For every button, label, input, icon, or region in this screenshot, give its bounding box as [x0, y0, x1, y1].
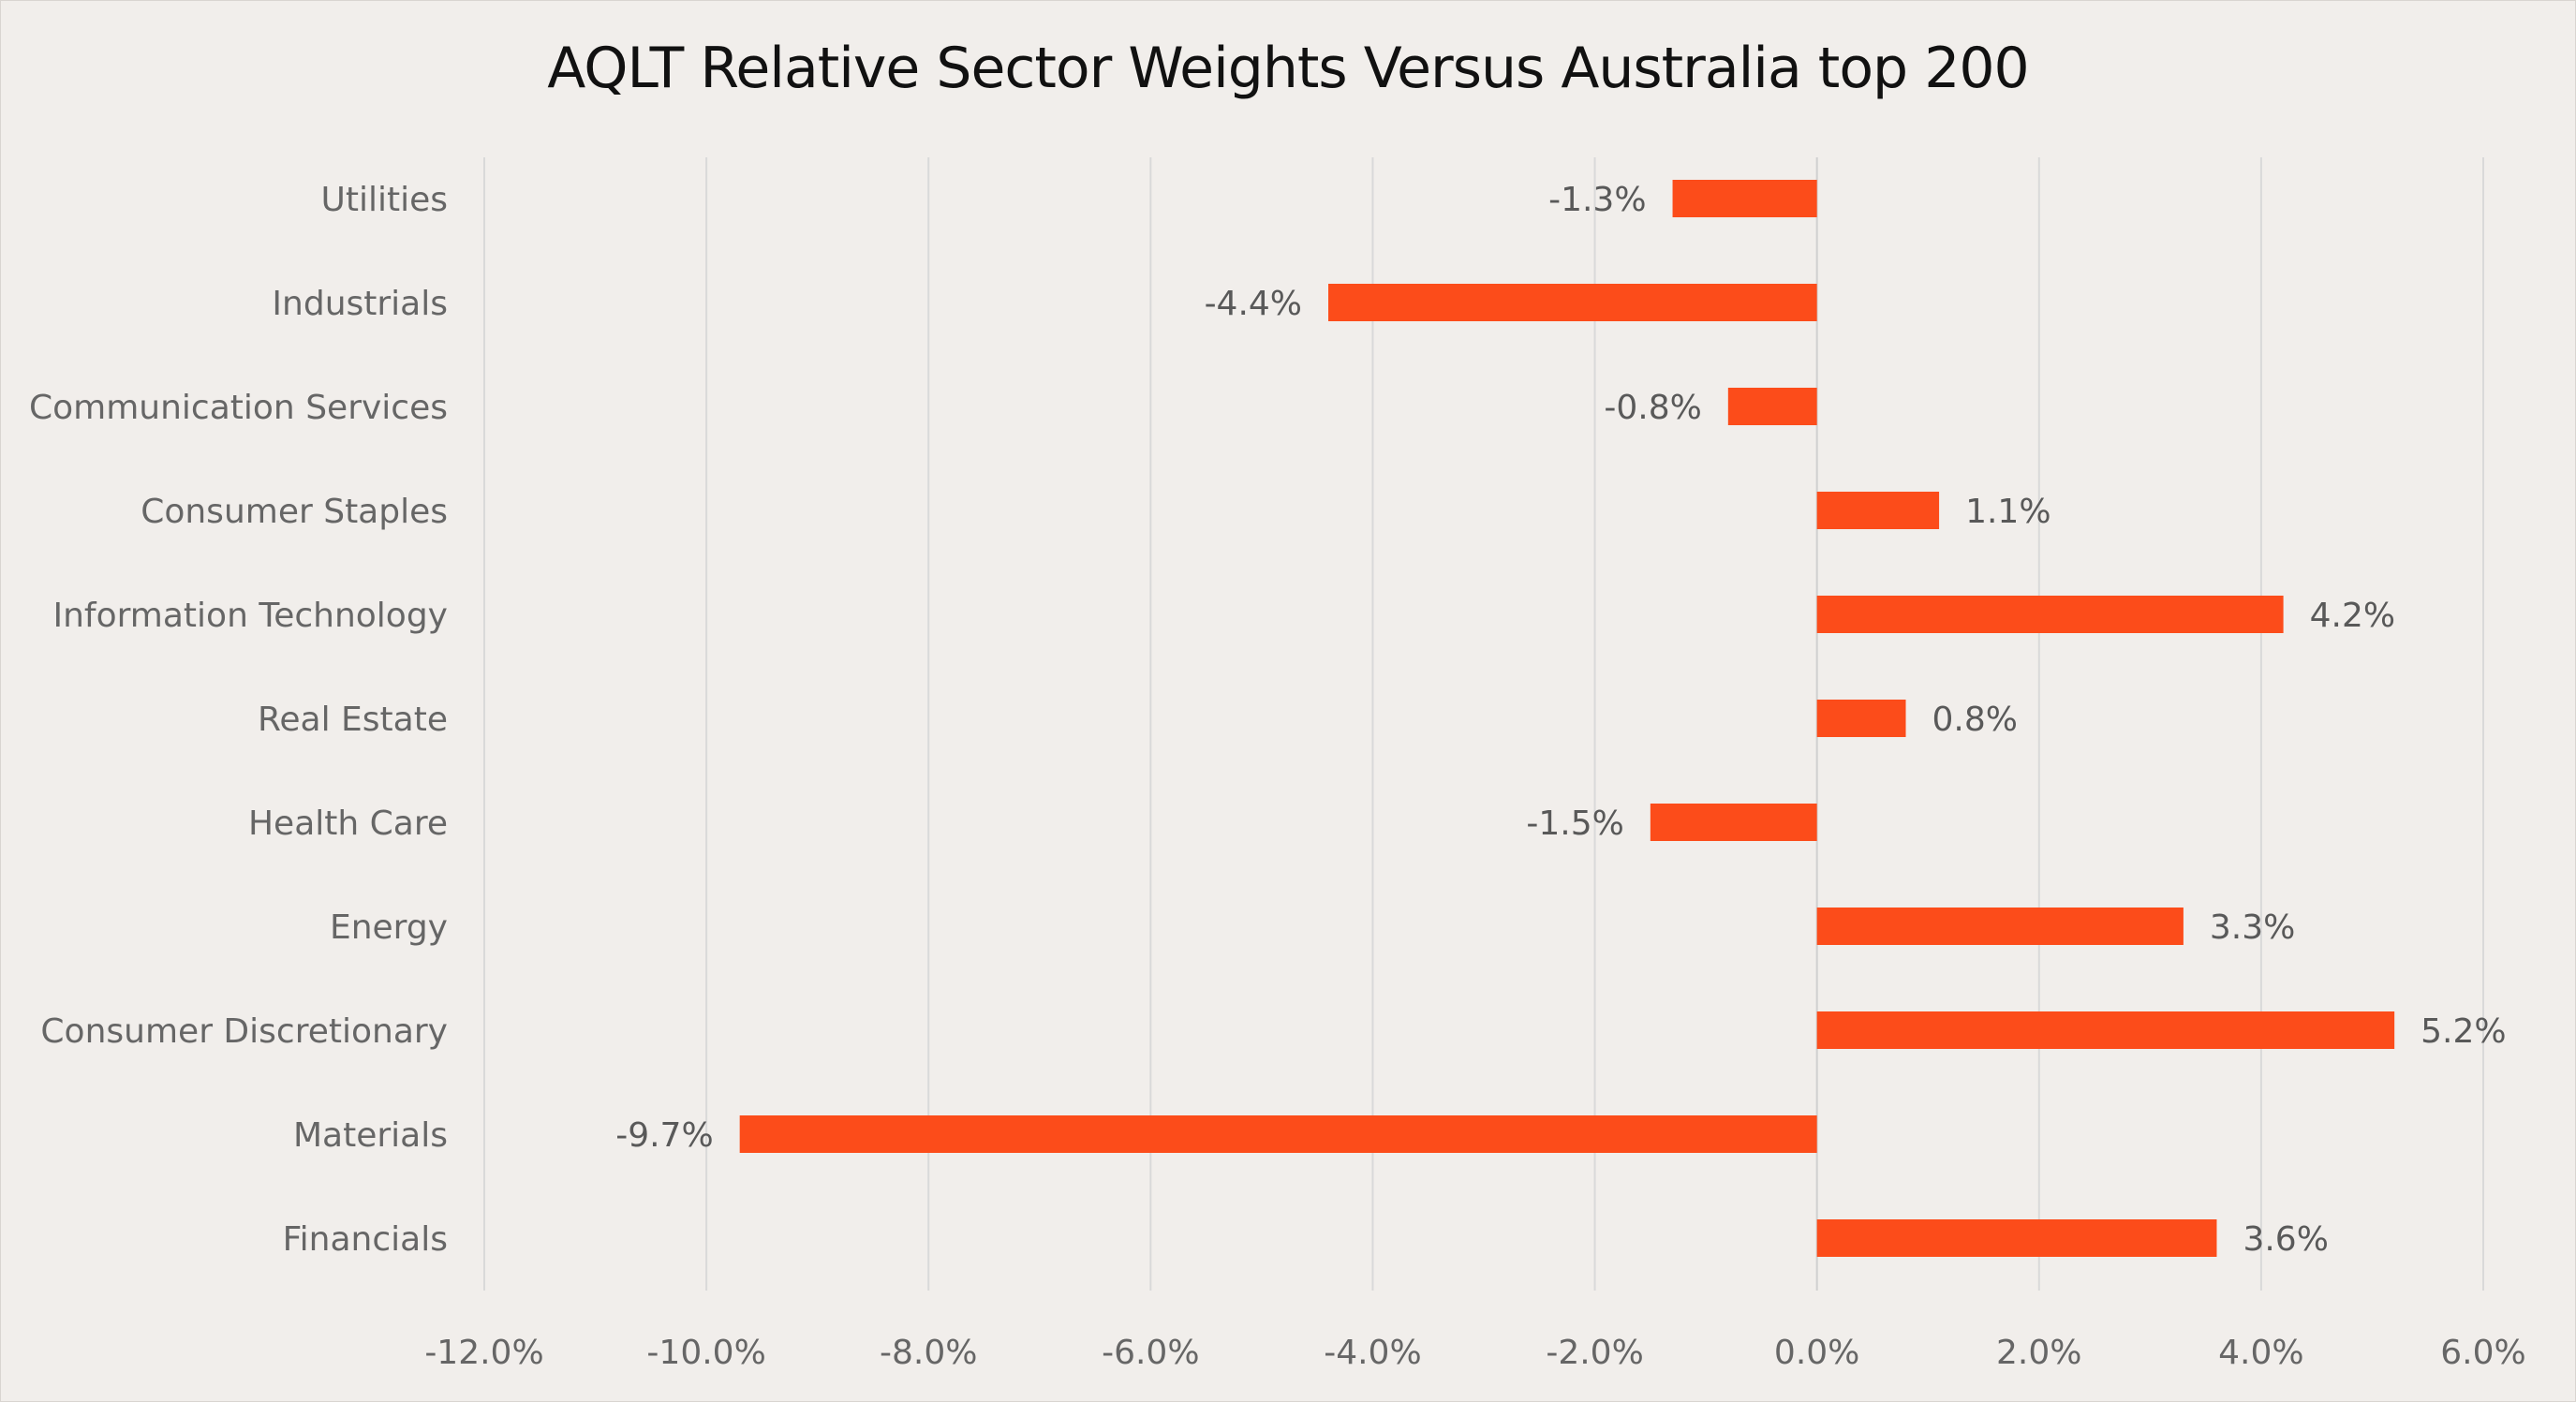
- x-tick-label: -2.0%: [1546, 1334, 1643, 1372]
- data-label: -9.7%: [615, 1116, 713, 1155]
- bar: [1816, 700, 1906, 737]
- data-label: -4.4%: [1205, 285, 1302, 323]
- data-label: -1.5%: [1526, 804, 1623, 843]
- category-label: Energy: [330, 908, 448, 947]
- category-label: Real Estate: [258, 701, 448, 739]
- data-label: 1.1%: [1965, 493, 2050, 531]
- bar: [1816, 492, 1940, 529]
- data-label: 4.2%: [2310, 597, 2395, 635]
- category-label: Consumer Staples: [141, 493, 448, 531]
- data-label: -1.3%: [1548, 181, 1646, 219]
- x-tick-label: -12.0%: [424, 1334, 543, 1372]
- data-label: 3.6%: [2243, 1220, 2328, 1259]
- x-tick-label: 4.0%: [2218, 1334, 2303, 1372]
- x-tick-label: -6.0%: [1102, 1334, 1199, 1372]
- x-tick-label: -4.0%: [1324, 1334, 1421, 1372]
- category-label: Information Technology: [53, 597, 449, 635]
- chart-title: AQLT Relative Sector Weights Versus Aust…: [547, 36, 2029, 101]
- category-label: Materials: [293, 1116, 448, 1155]
- x-tick-label: -8.0%: [880, 1334, 977, 1372]
- bar: [1328, 284, 1817, 321]
- x-tick-label: -10.0%: [646, 1334, 765, 1372]
- data-label: 5.2%: [2421, 1012, 2506, 1051]
- x-tick-label: 0.0%: [1774, 1334, 1859, 1372]
- data-label: 0.8%: [1932, 701, 2018, 739]
- category-label: Health Care: [248, 804, 448, 843]
- category-label: Utilities: [321, 181, 449, 219]
- bar: [1816, 1011, 2395, 1049]
- bar: [1650, 804, 1817, 841]
- category-label: Financials: [283, 1220, 448, 1259]
- x-tick-label: 6.0%: [2440, 1334, 2525, 1372]
- bar: [739, 1115, 1817, 1153]
- bar: [1816, 596, 2284, 633]
- bar: [1727, 388, 1817, 425]
- data-label: -0.8%: [1604, 389, 1701, 427]
- bar: [1816, 908, 2184, 945]
- category-label: Communication Services: [29, 389, 448, 427]
- bar: [1816, 1219, 2217, 1257]
- data-label: 3.3%: [2210, 908, 2295, 947]
- category-label: Consumer Discretionary: [40, 1012, 448, 1051]
- category-label: Industrials: [272, 285, 448, 323]
- bar: [1672, 180, 1817, 217]
- x-tick-label: 2.0%: [1996, 1334, 2081, 1372]
